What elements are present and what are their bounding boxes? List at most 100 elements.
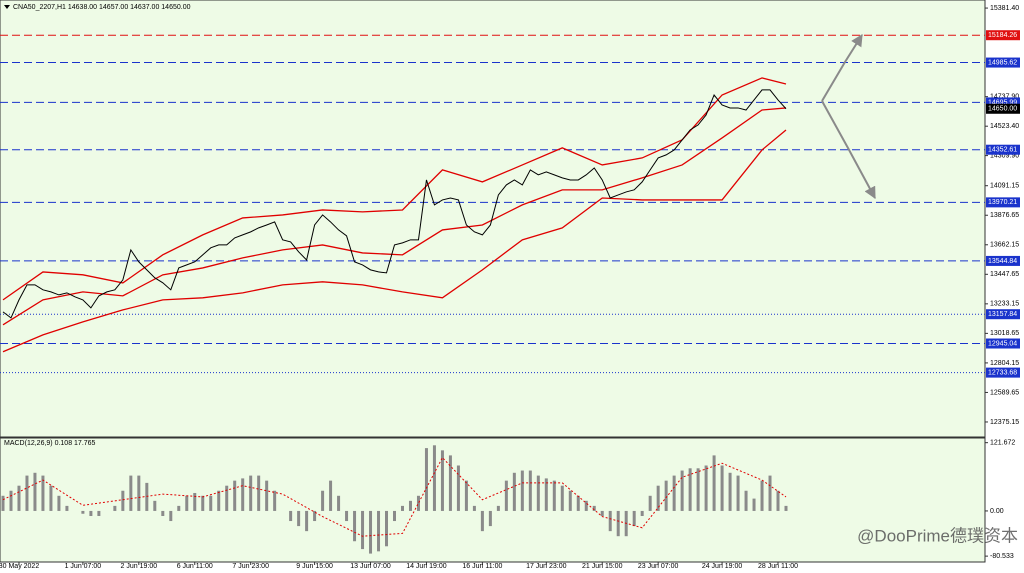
macd-bar xyxy=(193,492,197,511)
macd-bar xyxy=(528,470,532,511)
macd-bar xyxy=(744,490,748,511)
macd-bar xyxy=(385,510,389,547)
macd-bar xyxy=(337,495,341,511)
x-tick-label: 2 Jun 19:00 xyxy=(121,563,158,570)
macd-bar xyxy=(145,482,149,511)
macd-bar xyxy=(201,495,205,511)
macd-bar xyxy=(760,480,764,511)
x-tick-label: 30 May 2022 xyxy=(0,563,39,570)
level-label-box xyxy=(986,338,1020,349)
macd-bar xyxy=(776,490,780,511)
macd-bar xyxy=(600,510,604,516)
macd-bar xyxy=(329,480,333,511)
macd-bar xyxy=(736,475,740,511)
level-label: 14695.99 xyxy=(988,99,1017,106)
macd-bar xyxy=(656,485,660,511)
macd-bar xyxy=(249,475,253,511)
macd-bar xyxy=(400,505,404,511)
y-tick-label: 13447.65 xyxy=(990,271,1019,278)
level-label: 13544.84 xyxy=(988,258,1017,265)
level-label: 13157.84 xyxy=(988,311,1017,318)
macd-bar xyxy=(712,455,716,511)
macd-bar xyxy=(664,480,668,511)
macd-bar xyxy=(416,495,420,511)
macd-bar xyxy=(17,485,21,511)
macd-bar xyxy=(464,480,468,511)
macd-bar xyxy=(377,510,381,552)
level-label-box xyxy=(986,367,1020,378)
macd-bar xyxy=(408,500,412,511)
macd-bar xyxy=(672,475,676,511)
macd-bar xyxy=(576,495,580,511)
x-tick-label: 13 Jun 07:00 xyxy=(350,563,391,570)
arrow-up xyxy=(821,33,863,102)
x-tick-label: 6 Jun 11:00 xyxy=(177,563,213,570)
macd-bar xyxy=(424,448,428,511)
macd-bar xyxy=(704,465,708,511)
macd-bar xyxy=(640,510,644,516)
macd-bar xyxy=(552,480,556,511)
level-label-box xyxy=(986,144,1020,155)
level-label: 14352.61 xyxy=(988,147,1017,154)
macd-bar xyxy=(472,505,476,511)
x-tick-label: 17 Jun 23:00 xyxy=(526,563,567,570)
macd-bar xyxy=(305,510,309,532)
macd-bar xyxy=(496,505,500,511)
macd-y-tick-label: 0.00 xyxy=(990,508,1004,515)
macd-bar xyxy=(560,485,564,511)
macd-bar xyxy=(217,490,221,511)
macd-bar xyxy=(488,510,492,527)
macd-bar xyxy=(265,480,269,511)
macd-bar xyxy=(768,475,772,511)
macd-bar xyxy=(81,510,85,514)
macd-bar xyxy=(592,505,596,511)
macd-bar xyxy=(233,480,237,511)
y-tick-label: 12804.15 xyxy=(990,360,1019,367)
macd-panel xyxy=(0,437,986,563)
macd-bar xyxy=(89,510,93,516)
band-middle xyxy=(2,107,787,326)
price-line xyxy=(2,89,787,319)
macd-bar xyxy=(241,478,245,511)
macd-bar xyxy=(512,472,516,511)
macd-signal xyxy=(2,456,787,537)
macd-bar xyxy=(33,472,37,511)
level-label-box xyxy=(986,57,1020,68)
band-lower xyxy=(2,129,787,353)
macd-y-tick-label: -80.533 xyxy=(990,553,1014,560)
macd-bar xyxy=(153,500,157,511)
macd-bar xyxy=(289,510,293,522)
macd-bar xyxy=(161,510,165,516)
x-tick-label: 1 Jun 07:00 xyxy=(65,563,102,570)
x-tick-label: 14 Jun 19:00 xyxy=(406,563,447,570)
macd-bar xyxy=(353,510,357,542)
macd-bar xyxy=(297,510,301,527)
level-label-box xyxy=(986,309,1020,320)
macd-bar xyxy=(177,505,181,511)
x-tick-label: 23 Jun 07:00 xyxy=(638,563,679,570)
level-label: 12733.68 xyxy=(988,369,1017,376)
macd-bar xyxy=(584,500,588,511)
menu-icon xyxy=(4,5,10,9)
chart-title: CNA50_2207,H1 14638.00 14657.00 14637.00… xyxy=(13,4,191,11)
macd-bar xyxy=(9,490,13,511)
band-upper xyxy=(2,77,787,301)
level-label: 14650.00 xyxy=(988,106,1017,113)
macd-bar xyxy=(345,510,349,522)
macd-bar xyxy=(49,485,53,511)
macd-bar xyxy=(25,475,29,511)
macd-bar xyxy=(688,468,692,511)
y-tick-label: 12375.15 xyxy=(990,419,1019,426)
y-tick-label: 13018.65 xyxy=(990,330,1019,337)
y-tick-label: 14309.90 xyxy=(990,152,1019,159)
level-label-box xyxy=(986,97,1020,108)
macd-bar xyxy=(784,505,788,511)
macd-bar xyxy=(273,490,277,511)
y-tick-label: 13662.15 xyxy=(990,242,1019,249)
macd-bar xyxy=(185,495,189,511)
plot-layer: 15381.40 14737.90 14523.40 14309.90 14091.15… xyxy=(0,5,1020,570)
macd-bar xyxy=(113,505,117,511)
y-tick-label: 14737.90 xyxy=(990,94,1019,101)
watermark: @DooPrime德璞资本 xyxy=(857,526,1018,545)
x-tick-label: 24 Jun 19:00 xyxy=(702,563,743,570)
